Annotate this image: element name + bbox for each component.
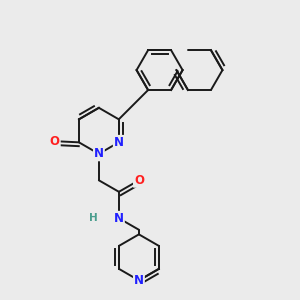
Text: N: N <box>114 136 124 149</box>
Text: N: N <box>94 147 104 160</box>
Text: O: O <box>134 174 144 187</box>
Text: H: H <box>89 213 98 223</box>
Text: O: O <box>50 135 60 148</box>
Text: N: N <box>134 274 144 287</box>
Text: N: N <box>114 212 124 225</box>
